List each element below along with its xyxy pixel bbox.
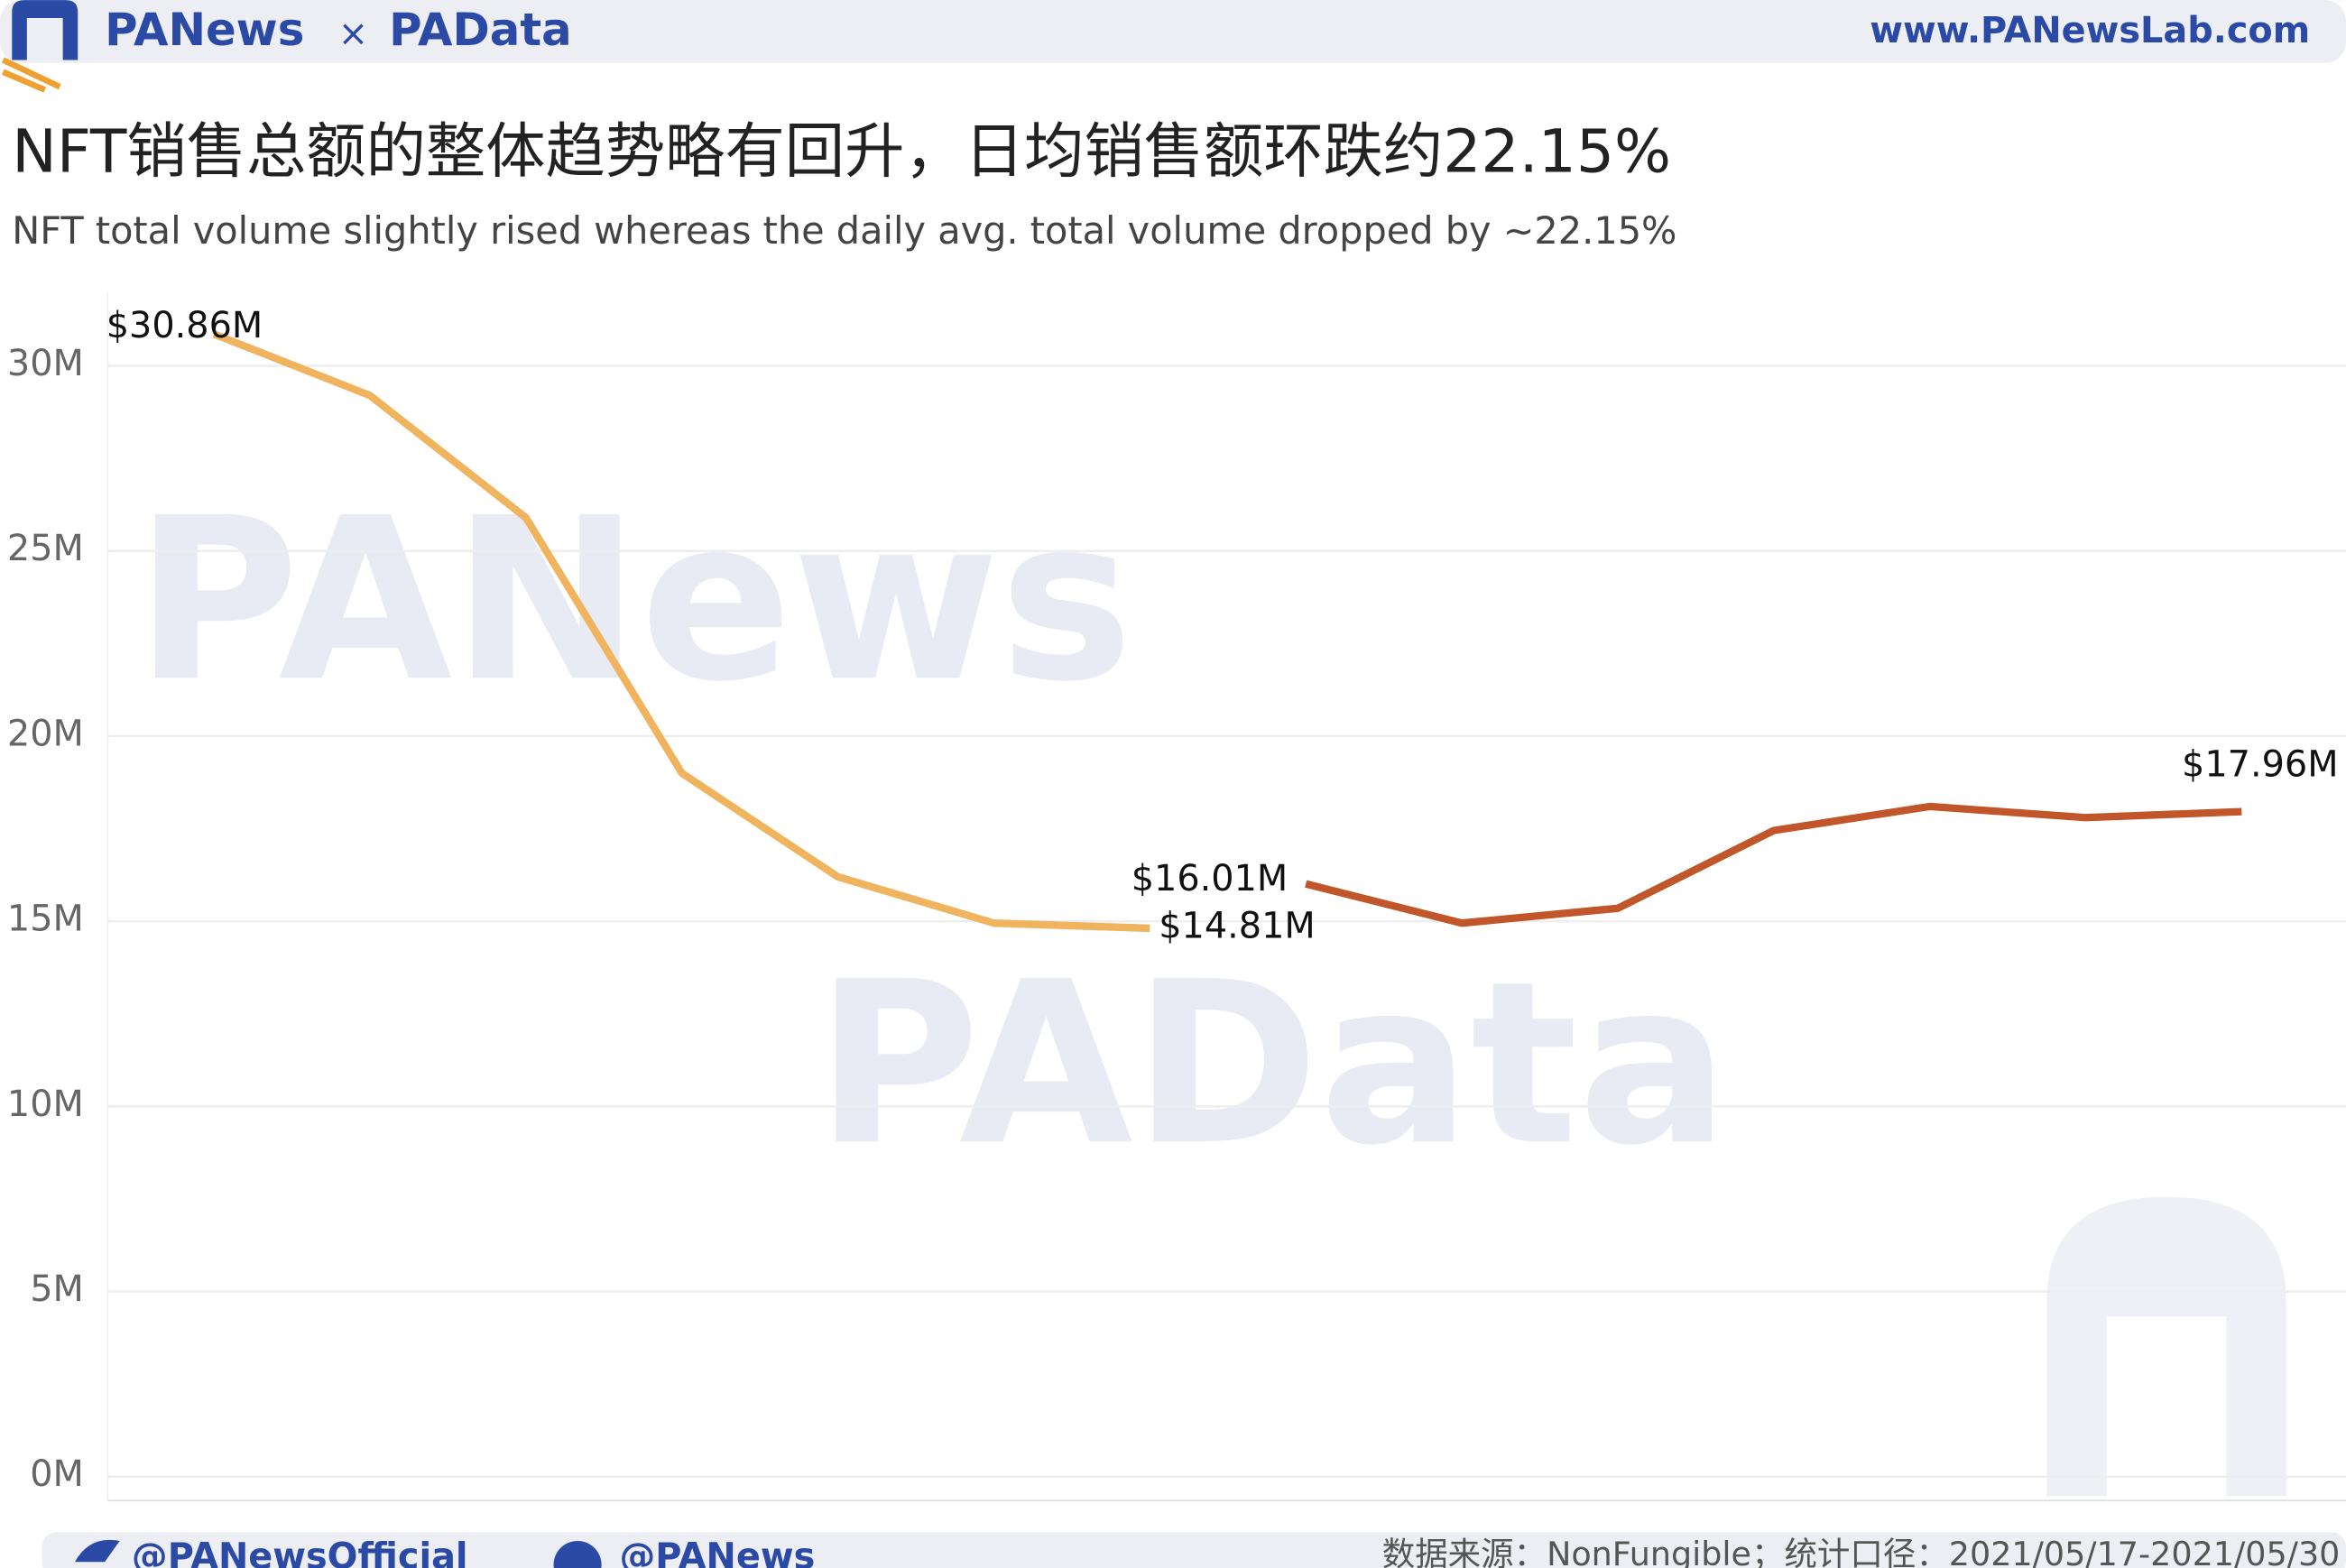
brand-times: × [338,13,368,54]
logo-stripes [1,57,61,93]
data-label: $30.86M [106,305,263,346]
footer-twitter: @PANewsOfficial [132,1536,468,1568]
y-tick-label: 0M [30,1453,84,1495]
watermark-logo [2046,1196,2286,1497]
site-url: www.PANewsLab.com [1870,10,2310,51]
data-label: $17.96M [2182,743,2339,785]
brand-left: PANews [105,4,304,56]
footer-source: 数据来源：NonFungible；统计口径：2021/05/17-2021/05… [1382,1535,2341,1568]
y-tick-label: 10M [7,1084,84,1125]
y-tick-label: 5M [30,1268,84,1310]
series-line [1305,802,2242,927]
watermark: PAData [816,933,1730,1194]
y-tick-label: 25M [7,528,84,569]
data-label: $16.01M [1131,858,1288,899]
footer-weibo: @PANews [619,1536,815,1568]
chart-title: NFT销售总额的整体趋势略有回升，日均销售额环跌约22.15% [12,116,1671,187]
plot: 0M 5M 10M 15M 20M 25M 30M $30.86M $14.81M $16.01M… [7,305,2346,1495]
y-tick-label: 20M [7,713,84,754]
brand-right: PAData [389,4,572,56]
twitter-icon [74,1539,120,1563]
weibo-icon [553,1541,602,1568]
watermark: PANews [134,469,1133,731]
header-bar [0,0,2346,63]
footer-bar [42,1532,2346,1568]
y-tick-label: 30M [7,343,84,384]
logo [12,0,79,60]
y-tick-label: 15M [7,899,84,940]
data-label: $14.81M [1159,905,1316,946]
series-line [212,330,1150,933]
chart-subtitle: NFT total volume slightly rised whereas … [12,209,1676,253]
